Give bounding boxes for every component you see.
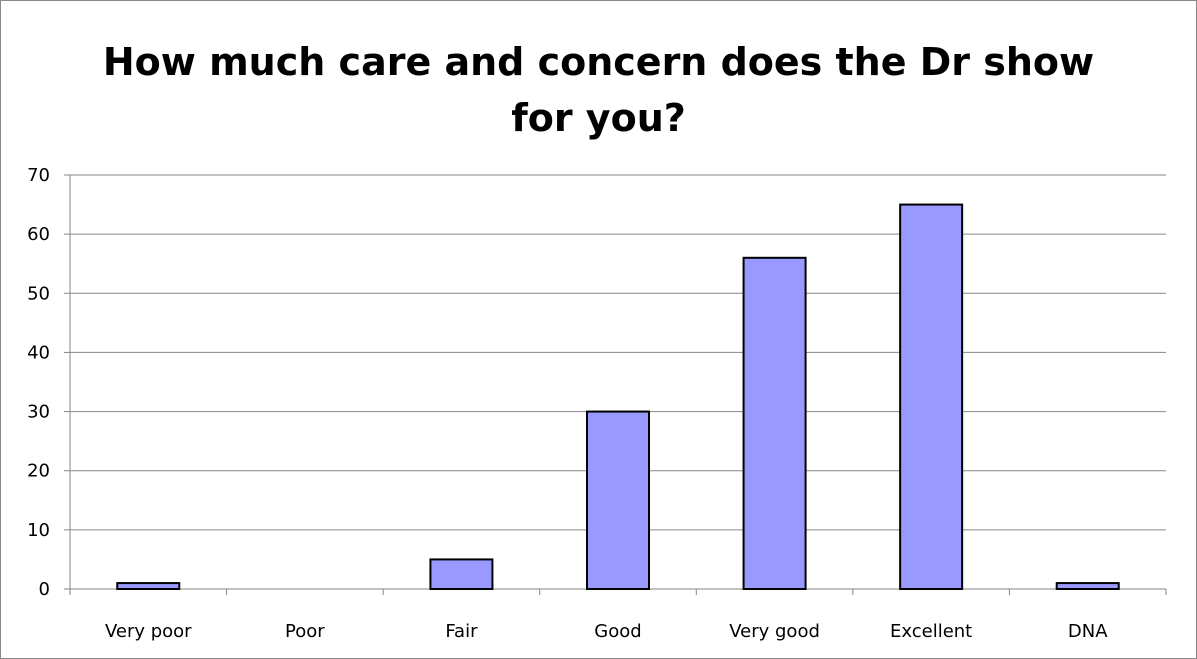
bar [742,256,807,590]
x-tick-label: Poor [285,621,325,642]
y-tick-label: 60 [27,224,50,245]
y-tick-label: 30 [27,402,50,423]
y-tick-labels: 0 10 20 30 40 50 60 70 [27,165,50,600]
chart-title-line-2: for you? [511,96,686,140]
y-tick-label: 40 [27,342,50,363]
x-tick-label: Very poor [105,621,192,642]
y-tick-label: 50 [27,283,50,304]
y-tick-label: 10 [27,520,50,541]
x-tick-label: DNA [1068,621,1108,642]
y-tick-label: 70 [27,165,50,186]
bar [899,203,964,590]
x-tick-label: Good [594,621,641,642]
bar [586,410,650,591]
x-tick-labels: Very poor Poor Fair Good Very good Excellent D… [105,621,1108,642]
chart-title-line-1: How much care and concern does the Dr sh… [102,40,1095,84]
y-tick-label: 20 [27,461,50,482]
chart-title: How much care and concern does the Dr sh… [0,34,1197,146]
x-tick-label: Excellent [890,621,972,642]
y-tick-label: 0 [39,579,50,600]
bar [116,582,181,590]
bar [1055,582,1120,590]
bar [429,558,494,591]
x-tick-label: Fair [445,621,478,642]
bars [116,203,1120,591]
x-tick-label: Very good [729,621,820,642]
